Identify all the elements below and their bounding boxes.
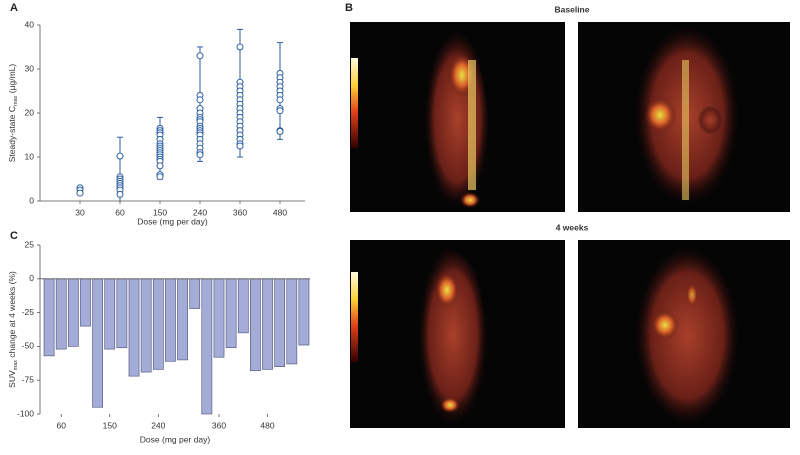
y-tick-label: -100	[17, 408, 34, 418]
bar	[262, 278, 273, 370]
data-point	[196, 96, 204, 104]
y-axis-label-part: change at 4 weeks (%)	[7, 271, 17, 360]
bar	[165, 278, 176, 362]
x-tick-label: 150	[103, 420, 117, 430]
y-axis-label-part: (μg/mL)	[7, 64, 17, 96]
y-tick-label: -50	[22, 341, 35, 351]
y-tick-label: 10	[25, 151, 35, 161]
bar	[213, 278, 225, 358]
bar	[104, 278, 116, 350]
x-tick-label: 360	[212, 420, 226, 430]
data-point	[276, 107, 284, 115]
bar	[201, 278, 213, 415]
x-tick-label: 480	[273, 207, 287, 217]
bar	[92, 278, 103, 408]
y-tick-label: -75	[22, 374, 35, 384]
y-tick-label: 0	[29, 273, 34, 283]
data-point	[276, 127, 284, 135]
bar	[298, 278, 310, 346]
y-tick-label: -25	[22, 307, 35, 317]
y-axis-label: SUVmax change at 4 weeks (%)	[7, 271, 19, 388]
data-point	[76, 189, 84, 197]
bar	[189, 278, 201, 309]
y-axis-label-part: max	[13, 95, 19, 106]
panel-label: B	[345, 2, 353, 14]
data-point	[156, 173, 164, 181]
panel-label: C	[10, 230, 18, 242]
data-point	[276, 96, 284, 104]
bar	[177, 278, 188, 361]
data-point	[236, 142, 244, 150]
bar	[250, 278, 261, 372]
x-axis-label: Dose (mg per day)	[137, 216, 208, 226]
pet-scan	[578, 240, 790, 428]
data-point	[116, 190, 124, 198]
image-title: 4 weeks	[556, 222, 589, 232]
x-tick-label: 240	[151, 420, 165, 430]
pet-images	[350, 22, 790, 428]
panel-label: A	[10, 2, 18, 14]
pet-scan	[350, 22, 565, 212]
bar	[274, 278, 286, 367]
x-axis-label: Dose (mg per day)	[140, 434, 211, 444]
bar	[80, 278, 91, 327]
data-point	[236, 43, 244, 51]
bar	[128, 278, 140, 377]
x-tick-label: 150	[153, 207, 167, 217]
plot-area	[77, 28, 283, 202]
pet-scan	[350, 240, 565, 428]
y-tick-label: 20	[25, 107, 35, 117]
data-point	[116, 152, 124, 160]
x-tick-label: 360	[233, 207, 247, 217]
bar	[225, 278, 237, 349]
data-point	[196, 151, 204, 159]
y-axis-label-part: max	[13, 360, 19, 371]
y-axis-label: Steady-state Cmax (μg/mL)	[7, 64, 19, 163]
bar	[116, 278, 128, 349]
x-tick-label: 30	[75, 207, 85, 217]
pet-scan	[578, 22, 790, 212]
y-tick-label: 0	[29, 195, 34, 205]
bar	[43, 278, 55, 357]
x-tick-label: 60	[56, 420, 66, 430]
bar	[55, 278, 67, 350]
x-tick-label: 240	[193, 207, 207, 217]
x-tick-label: 480	[260, 420, 274, 430]
bar	[152, 278, 164, 370]
x-tick-label: 60	[115, 207, 125, 217]
bar	[67, 278, 79, 347]
y-tick-label: 25	[25, 239, 35, 249]
bar	[140, 278, 152, 373]
data-point	[196, 52, 204, 60]
y-axis-label-part: Steady-state C	[7, 106, 17, 162]
y-tick-label: 40	[25, 19, 35, 29]
y-tick-label: 30	[25, 63, 35, 73]
image-title: Baseline	[555, 4, 590, 14]
bar	[237, 278, 249, 334]
y-axis-label-part: SUV	[7, 370, 17, 388]
data-point	[156, 162, 164, 170]
bar	[286, 278, 298, 365]
